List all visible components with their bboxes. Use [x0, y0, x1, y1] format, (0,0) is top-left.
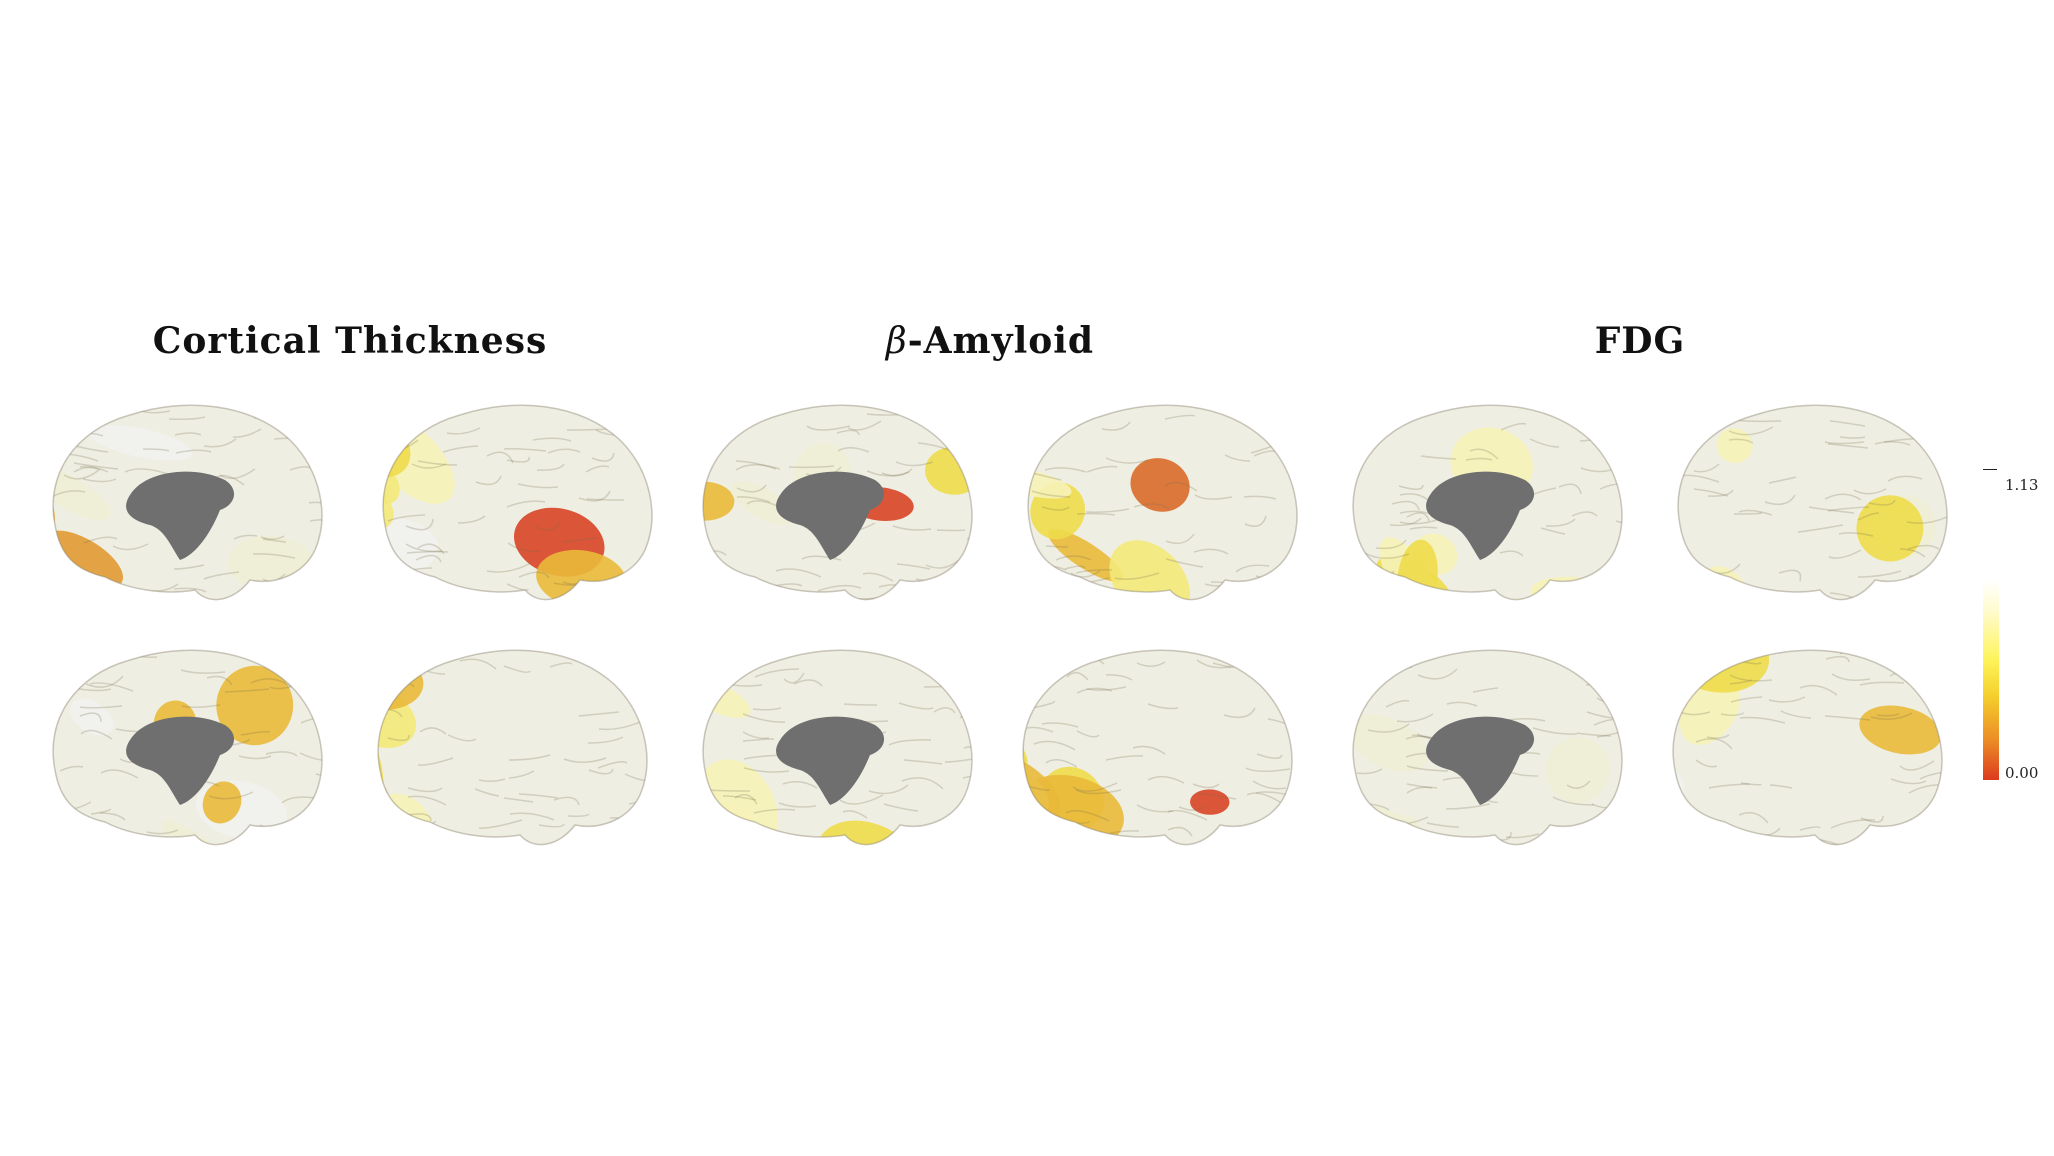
- brain-amyloid-medial-top: [685, 385, 985, 615]
- brain-ct-lateral-bottom: [360, 630, 660, 860]
- colorbar: [1983, 580, 1999, 780]
- brain-fdg-lateral-top: [1660, 385, 1960, 615]
- brain-surface-icon: [52, 649, 323, 846]
- colorbar-max-tick: [1983, 469, 1997, 470]
- brain-surface-icon: [1352, 404, 1623, 601]
- brain-ct-lateral-top: [365, 385, 665, 615]
- brain-surface-icon: [1672, 649, 1943, 846]
- brain-medial-core-icon: [126, 716, 235, 805]
- brain-medial-core-icon: [126, 471, 235, 560]
- colorbar-max-label: 1.13: [2005, 476, 2039, 494]
- brain-amyloid-lateral-top: [1010, 385, 1310, 615]
- brain-amyloid-lateral-bottom: [1005, 630, 1305, 860]
- brain-surface-icon: [1027, 404, 1298, 601]
- brain-surface-icon: [382, 404, 653, 601]
- brain-medial-core-icon: [1426, 716, 1535, 805]
- brain-medial-core-icon: [776, 716, 885, 805]
- brain-surface-icon: [1352, 649, 1623, 846]
- colorbar-min-label: 0.00: [2005, 764, 2039, 782]
- brain-fdg-lateral-bottom: [1655, 630, 1955, 860]
- brain-medial-core-icon: [776, 471, 885, 560]
- brain-fdg-medial-top: [1335, 385, 1635, 615]
- brain-ct-medial-top: [35, 385, 335, 615]
- brain-surface-icon: [1022, 649, 1293, 846]
- brain-ct-medial-bottom: [35, 630, 335, 860]
- cortical-thickness-title-text: Cortical Thickness: [152, 320, 548, 362]
- fdg-title-text: FDG: [1594, 320, 1686, 362]
- panel-title-amyloid: β-Amyloid: [740, 320, 1240, 380]
- brain-medial-core-icon: [1426, 471, 1535, 560]
- panel-title-cortical-thickness: Cortical Thickness: [100, 320, 600, 380]
- brain-surface-icon: [52, 404, 323, 601]
- brain-surface-icon: [1677, 404, 1948, 601]
- brain-surface-icon: [702, 404, 973, 601]
- brain-surface-icon: [702, 649, 973, 846]
- brain-amyloid-medial-bottom: [685, 630, 985, 860]
- brain-fdg-medial-bottom: [1335, 630, 1635, 860]
- panel-title-fdg: FDG: [1390, 320, 1890, 380]
- brain-surface-icon: [377, 649, 648, 846]
- amyloid-title-text: -Amyloid: [907, 320, 1095, 362]
- beta-symbol: β: [885, 321, 908, 362]
